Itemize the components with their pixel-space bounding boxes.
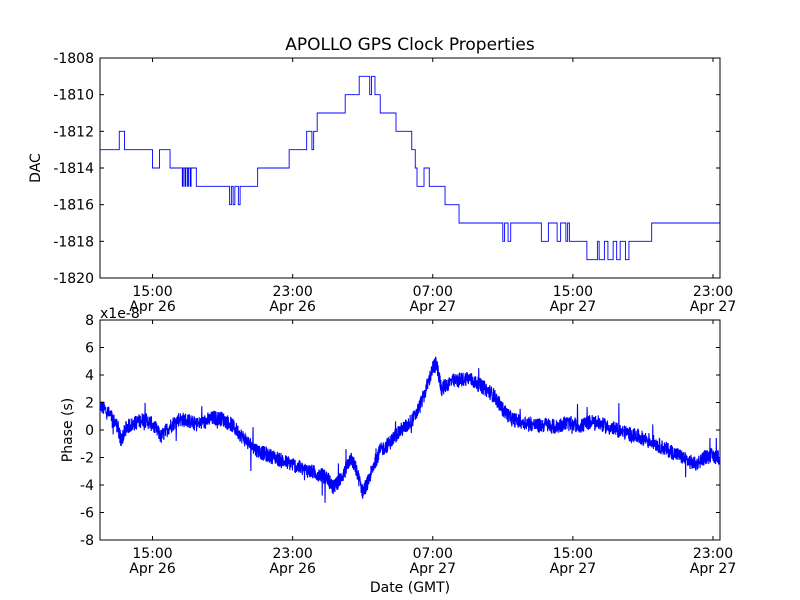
dac-panel: -1820 -1818 -1816 -1814 -1812 -1810 -1808 15:00… bbox=[28, 51, 736, 315]
y-tick-label: -1810 bbox=[53, 88, 94, 104]
y-tick-label: -1812 bbox=[53, 124, 94, 140]
x-tick-label-time: 07:00 bbox=[413, 284, 453, 300]
x-tick-label-date: Apr 27 bbox=[550, 561, 596, 577]
y-tick-label: -1814 bbox=[53, 161, 94, 177]
x-tick-label-time: 23:00 bbox=[272, 284, 312, 300]
figure-title: APOLLO GPS Clock Properties bbox=[285, 35, 535, 55]
x-axis-label: Date (GMT) bbox=[370, 580, 450, 596]
y-tick-label: 8 bbox=[85, 313, 94, 329]
x-tick-label-date: Apr 27 bbox=[690, 299, 736, 315]
x-tick-label-date: Apr 27 bbox=[410, 299, 456, 315]
y-scale-label: x1e-8 bbox=[100, 306, 140, 322]
y-tick-label: -1808 bbox=[53, 51, 94, 67]
y-axis-label: DAC bbox=[28, 153, 44, 183]
y-tick-label: 4 bbox=[85, 368, 94, 384]
y-tick-label: -1820 bbox=[53, 271, 94, 287]
x-tick-label-date: Apr 26 bbox=[129, 299, 176, 315]
x-tick-label-time: 23:00 bbox=[272, 546, 312, 562]
x-tick-label-date: Apr 26 bbox=[269, 299, 316, 315]
y-tick-label: -4 bbox=[80, 478, 94, 494]
y-tick-label: 0 bbox=[85, 423, 94, 439]
x-tick-label-time: 15:00 bbox=[553, 284, 593, 300]
y-axis-label: Phase (s) bbox=[60, 398, 76, 462]
series-line bbox=[100, 75, 720, 261]
series-line bbox=[99, 356, 721, 503]
x-tick-label-time: 23:00 bbox=[693, 546, 733, 562]
x-tick-label-date: Apr 27 bbox=[550, 299, 596, 315]
x-tick-label-time: 15:00 bbox=[132, 284, 172, 300]
y-tick-label: 6 bbox=[85, 341, 94, 357]
x-tick-label-date: Apr 26 bbox=[269, 561, 316, 577]
x-tick-label-date: Apr 27 bbox=[410, 561, 456, 577]
y-tick-label: -1818 bbox=[53, 234, 94, 250]
x-tick-label-time: 15:00 bbox=[553, 546, 593, 562]
x-tick-label-time: 07:00 bbox=[413, 546, 453, 562]
y-tick-label: 2 bbox=[85, 396, 94, 412]
x-tick-label-time: 15:00 bbox=[132, 546, 172, 562]
x-tick-label-date: Apr 27 bbox=[690, 561, 736, 577]
y-tick-label: -8 bbox=[80, 533, 94, 549]
x-tick-label-time: 23:00 bbox=[693, 284, 733, 300]
x-tick-label-date: Apr 26 bbox=[129, 561, 176, 577]
y-tick-label: -2 bbox=[80, 451, 94, 467]
y-tick-label: -1816 bbox=[53, 198, 94, 214]
y-tick-label: -6 bbox=[80, 506, 94, 522]
